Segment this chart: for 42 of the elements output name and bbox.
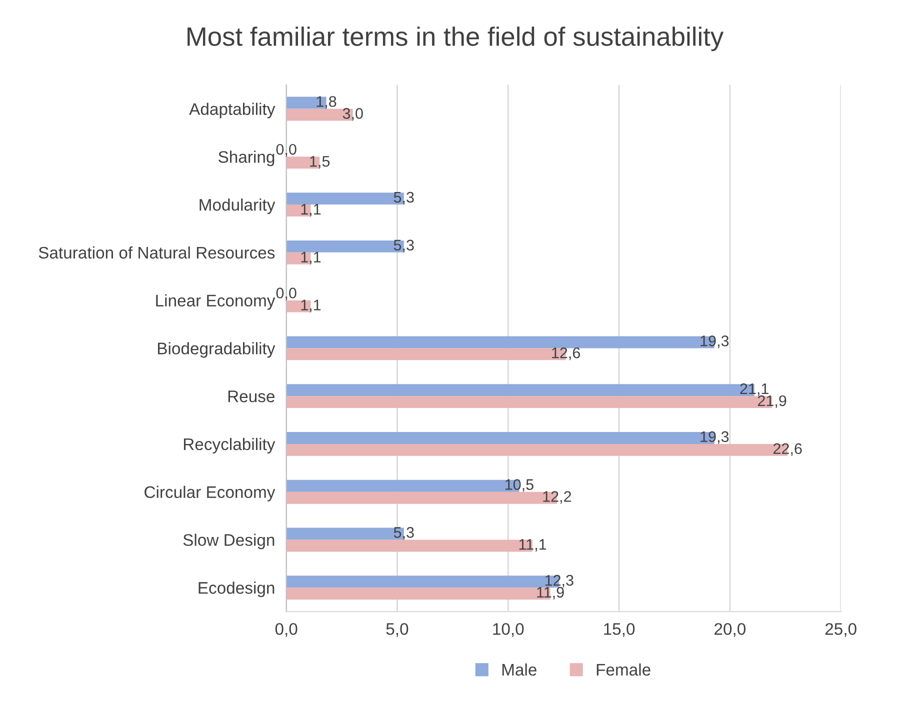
- data-label: 19,3: [700, 431, 729, 444]
- x-tick-label: 0,0: [275, 623, 298, 637]
- y-tick-label: Modularity: [200, 198, 276, 214]
- x-tick-label: 15,0: [604, 623, 635, 637]
- data-label: 1,1: [301, 300, 321, 312]
- y-tick-label: Ecodesign: [198, 582, 274, 598]
- data-label: 5,3: [394, 527, 414, 540]
- x-tick-label: 20,0: [714, 623, 746, 637]
- y-tick-label: Reuse: [228, 390, 274, 402]
- data-label: 5,3: [394, 192, 414, 204]
- data-label: 12,2: [543, 491, 572, 504]
- data-label: 19,3: [700, 335, 729, 348]
- chart-title: Most familiar terms in the field of sustainability: [188, 26, 724, 52]
- x-tick-label: 5,0: [386, 623, 408, 637]
- data-label: 0,0: [276, 288, 296, 300]
- data-label: 10,5: [506, 479, 534, 492]
- data-label: 1,1: [301, 252, 321, 264]
- y-tick-label: Linear Economy: [156, 294, 276, 310]
- data-label: 0,0: [276, 144, 296, 157]
- y-tick-label: Biodegradability: [158, 342, 276, 358]
- legend-label: Male: [502, 663, 536, 676]
- data-label: 11,9: [537, 586, 564, 600]
- data-label: 21,1: [740, 383, 768, 396]
- legend-label: Female: [596, 663, 650, 676]
- data-label: 1,5: [310, 156, 330, 169]
- data-label: 5,3: [394, 240, 414, 252]
- y-tick-label: Recyclability: [184, 438, 276, 454]
- y-tick-label: Slow Design: [183, 534, 274, 550]
- data-label: 3,0: [342, 108, 363, 121]
- data-label: 11,1: [519, 539, 546, 552]
- data-label: 1,8: [316, 96, 336, 109]
- y-tick-label: Circular Economy: [144, 486, 276, 502]
- data-label: 12,6: [552, 347, 580, 360]
- y-tick-label: Sharing: [218, 150, 274, 166]
- y-tick-label: Saturation of Natural Resources: [38, 246, 275, 259]
- x-tick-label: 10,0: [493, 623, 524, 637]
- y-tick-label: Adaptability: [189, 102, 276, 118]
- data-label: 22,6: [773, 443, 802, 456]
- data-label: 21,9: [758, 395, 786, 408]
- data-label: 12,3: [545, 574, 574, 588]
- data-label: 1,1: [301, 204, 321, 216]
- x-tick-label: 25,0: [825, 623, 856, 637]
